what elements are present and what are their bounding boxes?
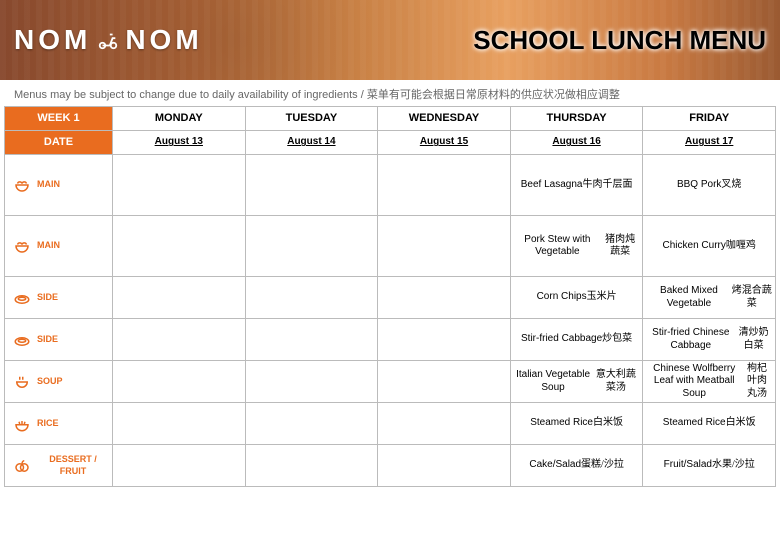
header-day-0: MONDAY [113,107,246,131]
row-label-1: MAIN [5,216,113,277]
cell-r5-c4: Steamed Rice白米饭 [643,403,776,445]
row-label-0: MAIN [5,155,113,216]
cell-r0-c3: Beef Lasagna牛肉千层面 [511,155,644,216]
cell-r5-c3: Steamed Rice白米饭 [511,403,644,445]
row-label-5: RICE [5,403,113,445]
row-label-4: SOUP [5,361,113,403]
cell-r2-c0 [113,277,246,319]
cell-r4-c1 [246,361,379,403]
brand-text-right: NOM [125,24,202,56]
page-title: SCHOOL LUNCH MENU [473,25,766,56]
cell-r0-c2 [378,155,511,216]
brand-logo: NOM NOM [14,24,203,56]
cell-r0-c1 [246,155,379,216]
cell-r6-c2 [378,445,511,487]
cell-r4-c2 [378,361,511,403]
cell-r3-c4: Stir-fried Chinese Cabbage清炒奶白菜 [643,319,776,361]
cell-r2-c2 [378,277,511,319]
date-4: August 17 [643,131,776,155]
cell-r6-c0 [113,445,246,487]
date-1: August 14 [246,131,379,155]
subtitle-text: Menus may be subject to change due to da… [0,80,780,106]
header-day-3: THURSDAY [511,107,644,131]
cell-r6-c3: Cake/Salad蛋糕/沙拉 [511,445,644,487]
cell-r3-c1 [246,319,379,361]
date-2: August 15 [378,131,511,155]
cell-r3-c2 [378,319,511,361]
date-3: August 16 [511,131,644,155]
scooter-icon [97,29,119,51]
header-day-2: WEDNESDAY [378,107,511,131]
header-day-1: TUESDAY [246,107,379,131]
banner-header: NOM NOM SCHOOL LUNCH MENU [0,0,780,80]
cell-r2-c1 [246,277,379,319]
cell-r6-c4: Fruit/Salad水果/沙拉 [643,445,776,487]
header-day-4: FRIDAY [643,107,776,131]
date-0: August 13 [113,131,246,155]
cell-r0-c0 [113,155,246,216]
cell-r1-c4: Chicken Curry咖喱鸡 [643,216,776,277]
cell-r4-c3: Italian Vegetable Soup意大利蔬菜汤 [511,361,644,403]
row-label-2: SIDE [5,277,113,319]
cell-r5-c1 [246,403,379,445]
cell-r5-c2 [378,403,511,445]
cell-r2-c3: Corn Chips玉米片 [511,277,644,319]
header-date-label: DATE [5,131,113,155]
menu-table: WEEK 1MONDAYTUESDAYWEDNESDAYTHURSDAYFRID… [4,106,776,487]
header-week: WEEK 1 [5,107,113,131]
cell-r3-c0 [113,319,246,361]
cell-r2-c4: Baked Mixed Vegetable烤混合蔬菜 [643,277,776,319]
row-label-3: SIDE [5,319,113,361]
row-label-6: DESSERT / FRUIT [5,445,113,487]
cell-r3-c3: Stir-fried Cabbage炒包菜 [511,319,644,361]
cell-r1-c1 [246,216,379,277]
cell-r0-c4: BBQ Pork叉烧 [643,155,776,216]
cell-r1-c2 [378,216,511,277]
cell-r4-c0 [113,361,246,403]
cell-r4-c4: Chinese Wolfberry Leaf with Meatball Sou… [643,361,776,403]
cell-r5-c0 [113,403,246,445]
cell-r1-c3: Pork Stew with Vegetable猪肉炖蔬菜 [511,216,644,277]
brand-text-left: NOM [14,24,91,56]
cell-r6-c1 [246,445,379,487]
cell-r1-c0 [113,216,246,277]
